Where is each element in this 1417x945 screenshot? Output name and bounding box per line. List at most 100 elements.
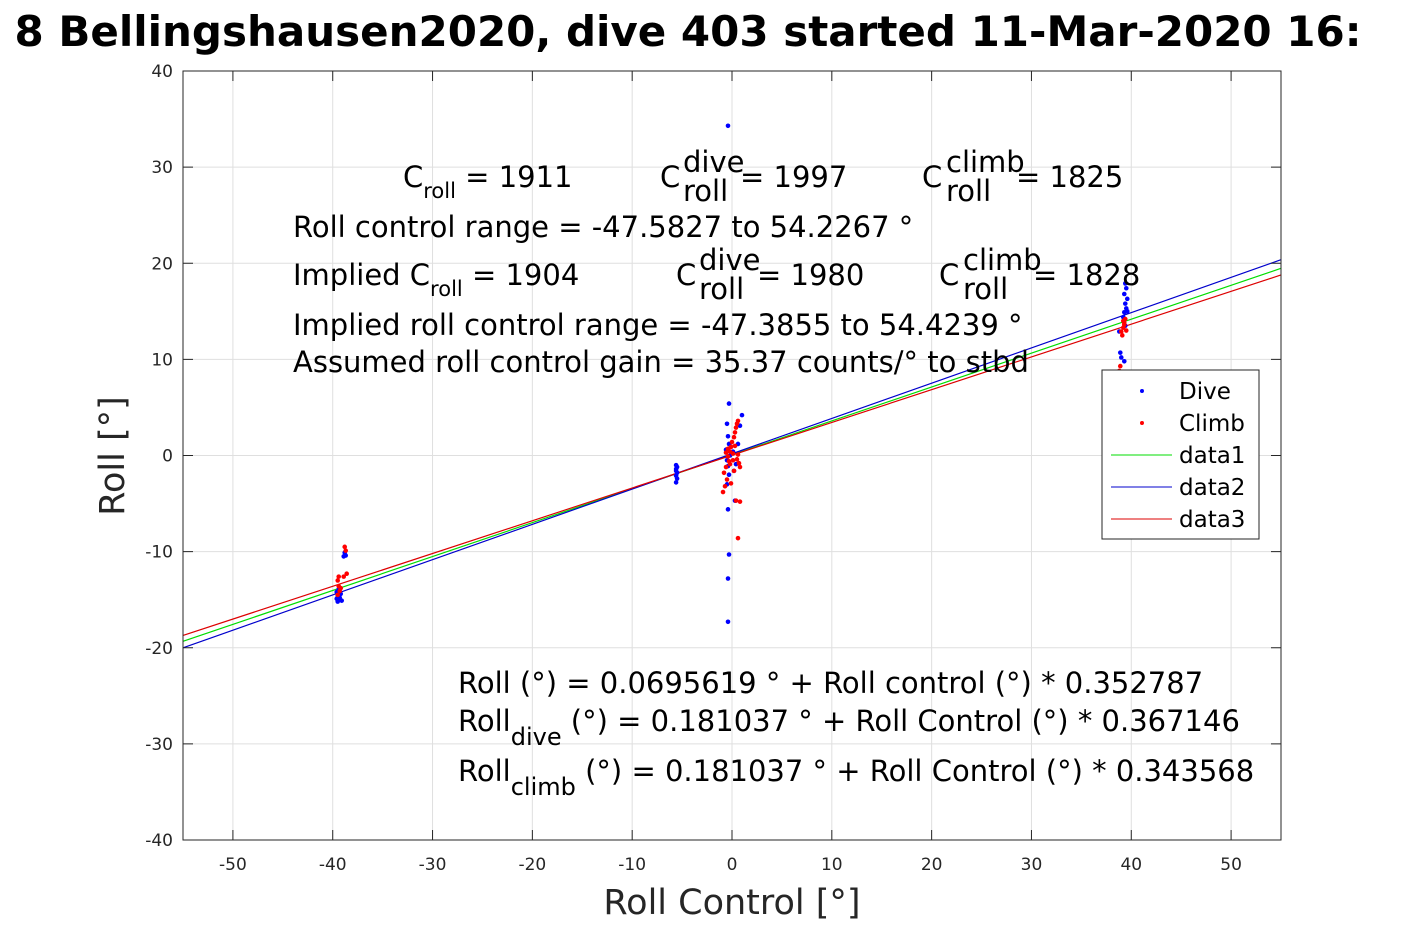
- point-dive: [673, 468, 679, 474]
- point-dive: [726, 552, 732, 557]
- y-tick-label: 40: [151, 62, 173, 82]
- point-dive: [1123, 285, 1129, 291]
- c-roll-climb-value: = 1825: [1016, 160, 1123, 194]
- point-climb: [725, 454, 731, 459]
- point-climb: [737, 464, 743, 470]
- point-climb: [730, 451, 736, 456]
- y-tick-label: 20: [151, 254, 173, 274]
- data-points: [334, 123, 1130, 625]
- point-climb: [1118, 329, 1124, 334]
- point-climb: [335, 578, 341, 583]
- point-dive: [726, 401, 732, 406]
- c-roll-climb-sup: climb: [946, 145, 1025, 179]
- point-dive: [726, 472, 732, 478]
- point-climb: [343, 548, 349, 553]
- x-tick-label: 50: [1220, 855, 1242, 875]
- fit-equation-dive: Rolldive (°) = 0.181037 ° + Roll Control…: [458, 704, 1240, 751]
- point-climb: [733, 498, 739, 503]
- point-climb: [734, 457, 740, 462]
- legend: Dive Climb data1 data2 data3: [1101, 369, 1260, 540]
- point-climb: [336, 574, 342, 579]
- fit-equation-all: Roll (°) = 0.0695619 ° + Roll control (°…: [458, 666, 1203, 700]
- y-tick-label: 0: [162, 447, 173, 467]
- point-climb: [724, 477, 730, 482]
- point-dive: [1124, 309, 1130, 314]
- x-tick-label: -10: [618, 855, 646, 875]
- point-dive: [339, 598, 345, 603]
- point-climb: [721, 470, 727, 476]
- point-climb: [731, 468, 737, 474]
- x-tick-label: 0: [727, 855, 738, 875]
- implied-c-roll-dive-sub: roll: [699, 272, 744, 306]
- point-dive: [725, 123, 731, 129]
- point-dive: [725, 433, 731, 439]
- point-climb: [1120, 318, 1126, 324]
- point-dive: [1122, 301, 1128, 306]
- point-dive: [674, 464, 680, 470]
- legend-label-climb: Climb: [1179, 411, 1245, 437]
- x-tick-label: 30: [1021, 855, 1043, 875]
- point-dive: [343, 553, 349, 558]
- point-dive: [739, 412, 745, 418]
- implied-c-roll-annotation: Implied Croll = 1904: [293, 258, 579, 301]
- point-climb: [735, 535, 741, 541]
- point-climb: [730, 458, 736, 463]
- point-dive: [1117, 350, 1123, 355]
- c-roll-dive-annotation: C: [660, 160, 680, 194]
- y-tick-label: -20: [145, 639, 173, 659]
- point-climb: [727, 461, 733, 467]
- point-dive: [1121, 358, 1127, 364]
- point-climb: [344, 571, 350, 577]
- point-climb: [722, 483, 728, 489]
- point-dive: [1118, 355, 1124, 360]
- point-climb: [335, 592, 341, 598]
- x-axis-label: Roll Control [°]: [603, 883, 860, 923]
- implied-c-roll-dive-sup: dive: [699, 243, 760, 277]
- point-dive: [673, 480, 679, 485]
- x-tick-label: 20: [921, 855, 943, 875]
- c-roll-climb-sub: roll: [946, 174, 991, 208]
- point-climb: [735, 452, 741, 457]
- point-climb: [1121, 322, 1127, 328]
- point-climb: [732, 443, 738, 449]
- implied-c-roll-dive: C: [676, 258, 696, 292]
- point-climb: [723, 450, 729, 455]
- point-climb: [341, 574, 347, 579]
- point-climb: [342, 544, 348, 550]
- point-climb: [1123, 328, 1129, 333]
- point-climb: [733, 425, 739, 430]
- x-tick-label: 40: [1120, 855, 1142, 875]
- point-dive: [334, 596, 340, 602]
- chart-title: 8 Bellingshausen2020, dive 403 started 1…: [14, 7, 1361, 56]
- point-climb: [735, 418, 741, 424]
- y-tick-label: 10: [151, 350, 173, 370]
- point-dive: [674, 476, 680, 481]
- legend-marker-climb: [1140, 421, 1144, 425]
- point-climb: [736, 460, 742, 466]
- y-tick-label: -30: [145, 735, 173, 755]
- point-dive: [725, 619, 731, 625]
- legend-label-data3: data3: [1179, 507, 1245, 533]
- legend-label-data2: data2: [1179, 475, 1245, 501]
- x-tick-label: -40: [319, 855, 347, 875]
- annotations: Croll = 1911 C dive roll = 1997 C climb …: [293, 145, 1254, 801]
- point-climb: [725, 446, 731, 452]
- c-roll-dive-sub: roll: [683, 174, 728, 208]
- y-tick-label: -10: [145, 543, 173, 563]
- point-climb: [1117, 363, 1123, 369]
- y-tick-label: -40: [145, 831, 173, 851]
- point-dive: [1124, 296, 1130, 302]
- point-dive: [724, 421, 730, 427]
- point-climb: [728, 481, 734, 486]
- legend-label-data1: data1: [1179, 443, 1245, 469]
- point-climb: [338, 585, 344, 591]
- c-roll-climb-annotation: C: [922, 160, 942, 194]
- point-dive: [1122, 281, 1128, 286]
- x-tick-label: -50: [219, 855, 247, 875]
- implied-c-roll-climb-sub: roll: [963, 272, 1008, 306]
- legend-marker-dive: [1140, 389, 1144, 393]
- point-dive: [725, 576, 731, 581]
- axis-ticks: -50 -40 -30 -20 -10 0 10 20 30 40 50 -40 -30 -20 -10 0 1…: [145, 62, 1281, 875]
- implied-c-roll-climb-value: = 1828: [1033, 258, 1140, 292]
